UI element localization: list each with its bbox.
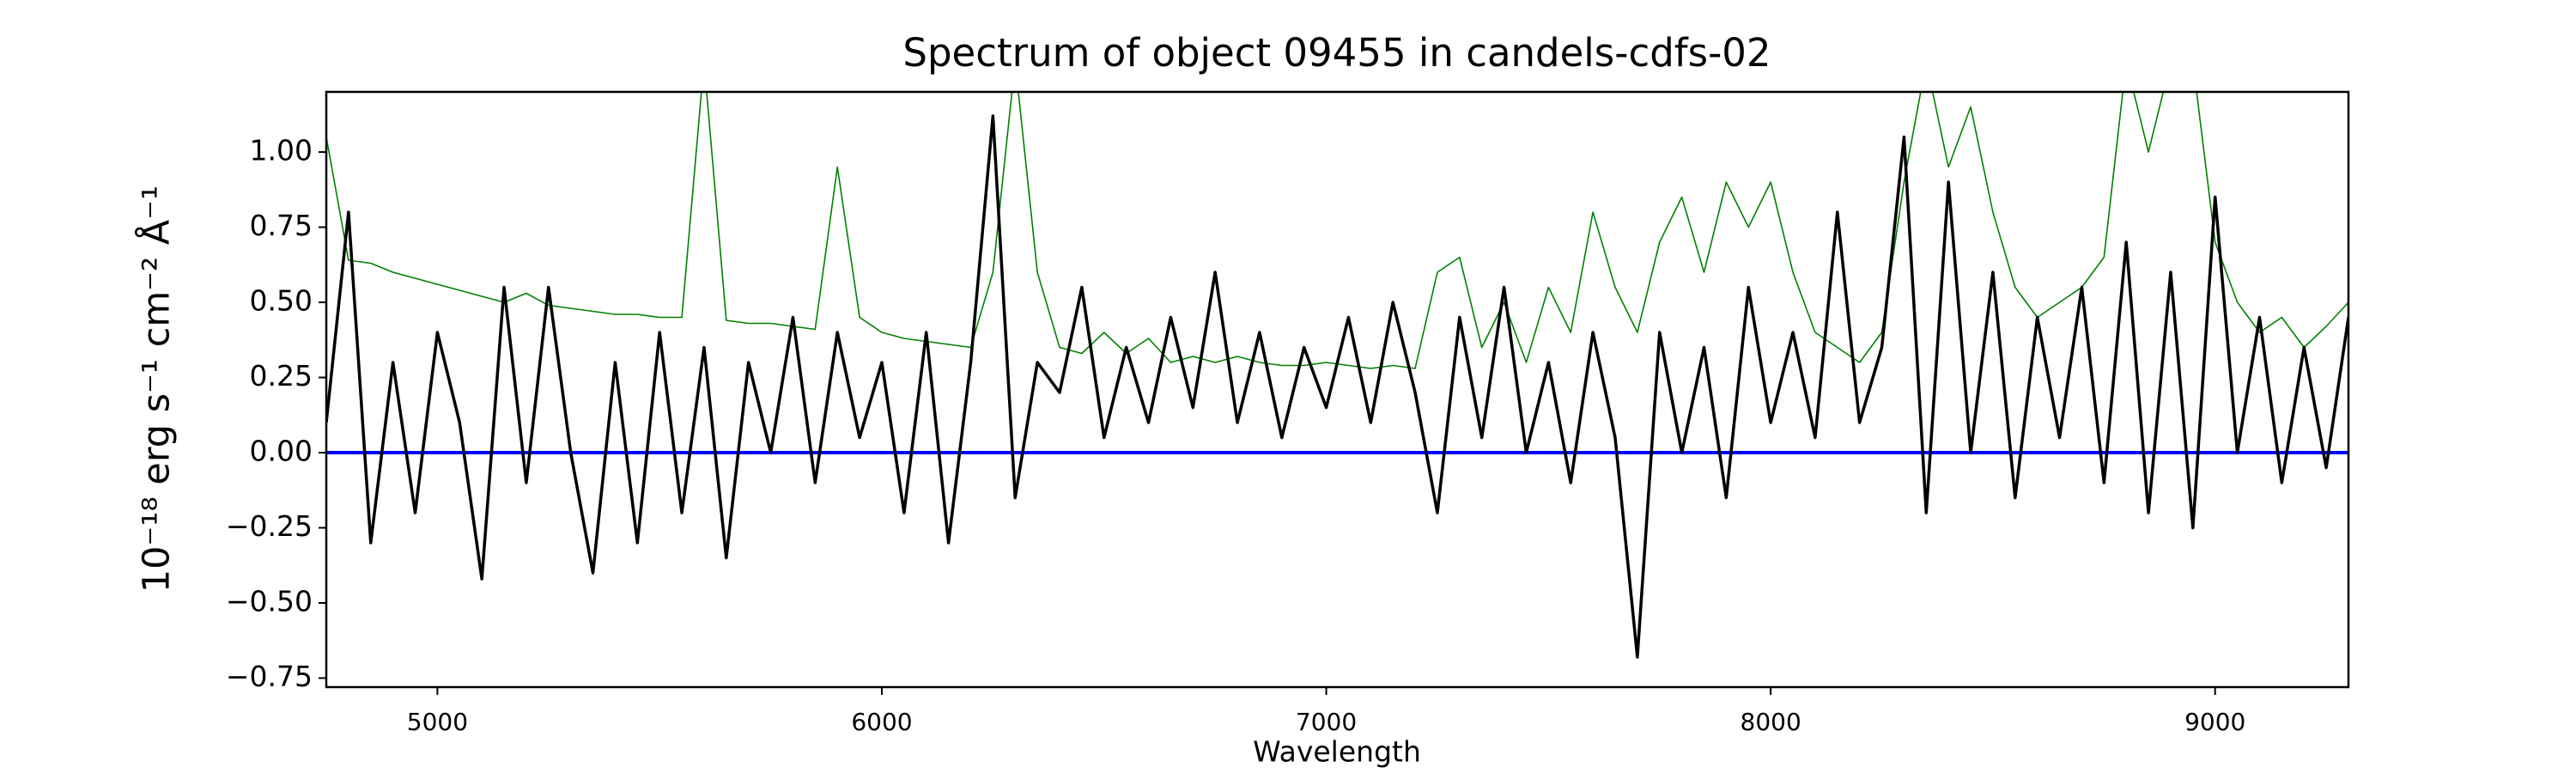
x-tick-label: 6000: [851, 708, 912, 736]
x-tick-label: 9000: [2184, 708, 2245, 736]
y-tick-label: 1.00: [250, 134, 313, 167]
axes-frame: [325, 90, 2350, 689]
y-tick-label: −0.25: [226, 509, 313, 543]
plot-area: [326, 92, 2348, 659]
x-tick-label: 8000: [1741, 708, 1801, 736]
y-tick-label: 0.25: [250, 359, 313, 393]
x-axis-label: Wavelength: [1253, 735, 1421, 769]
x-tick-label: 7000: [1296, 708, 1357, 736]
x-tick-label: 5000: [407, 708, 468, 736]
y-tick-label: −0.50: [226, 585, 313, 618]
y-tick-label: 0.00: [250, 435, 313, 468]
y-axis-label: 10⁻¹⁸ erg s⁻¹ cm⁻² Å⁻¹: [135, 186, 179, 593]
y-tick-label: −0.75: [226, 660, 313, 693]
spectrum-line: [326, 114, 2348, 659]
y-tick-label: 0.50: [250, 284, 313, 318]
y-tick-label: 0.75: [250, 209, 313, 242]
chart-title: Spectrum of object 09455 in candels-cdfs…: [902, 30, 1771, 76]
